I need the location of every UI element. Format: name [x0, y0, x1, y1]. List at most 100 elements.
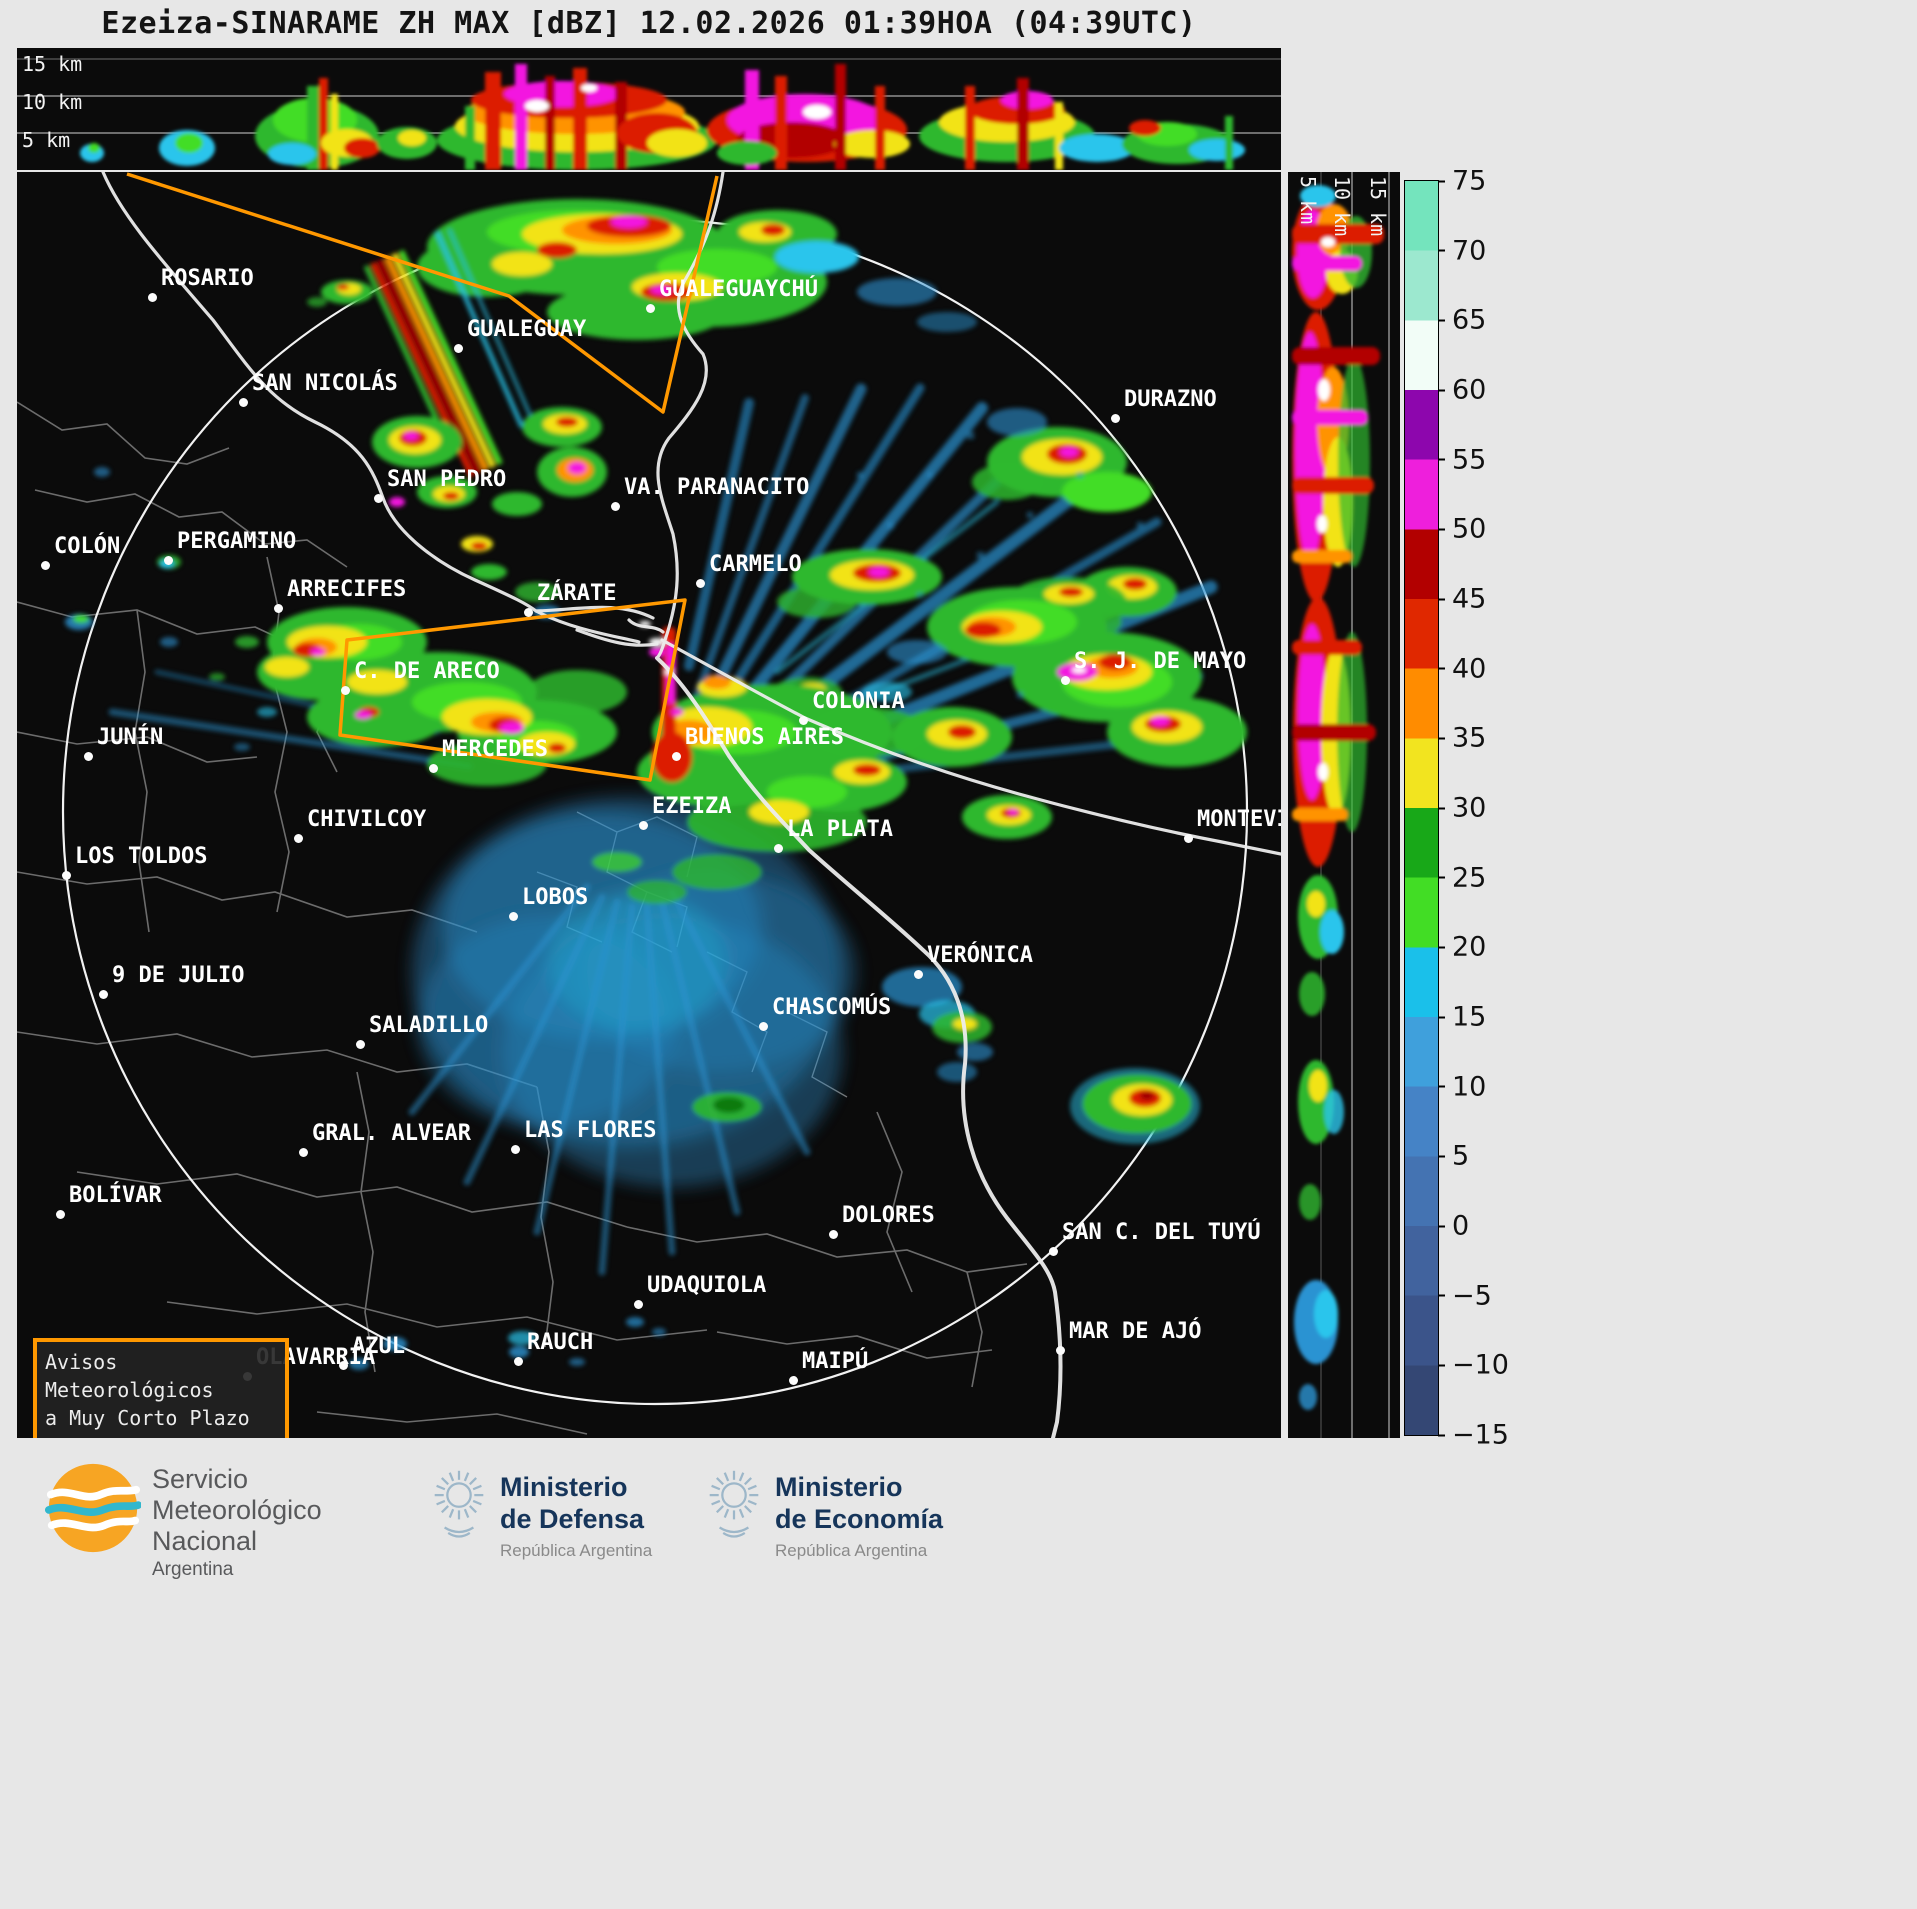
city-label: MERCEDES: [442, 737, 548, 762]
tick-label: 60: [1452, 374, 1487, 406]
city-label: ARRECIFES: [287, 577, 407, 602]
economia-sun-icon: [698, 1462, 770, 1553]
tick-mark: [1438, 946, 1445, 949]
city-dot: [511, 1145, 520, 1154]
top-cross-section-canvas: [17, 58, 1281, 170]
right-axis-15km: 15 km: [1366, 176, 1390, 237]
city-dot: [294, 834, 303, 843]
smn-line2: Meteorológico: [152, 1494, 322, 1525]
city-label: GUALEGUAY: [467, 317, 587, 342]
tick-mark: [1438, 1434, 1445, 1436]
city-dot: [41, 561, 50, 570]
city-dot: [1184, 834, 1193, 843]
city-label: JUNÍN: [97, 725, 164, 750]
radar-map-panel: ROSARIO GUALEGUAYCHÚ GUALEGUAY SAN NICOL…: [17, 172, 1281, 1438]
tick-mark: [1438, 528, 1445, 531]
city-label: CHIVILCOY: [307, 807, 427, 832]
city-label: LAS FLORES: [524, 1118, 657, 1143]
city-label: PERGAMINO: [177, 529, 297, 554]
city-dot: [454, 344, 463, 353]
tick-label: −10: [1452, 1349, 1509, 1381]
city-label: MONTEVIDEO: [1197, 807, 1281, 832]
colorbar-tick: 50: [1438, 514, 1486, 545]
right-axis-5km: 5 km: [1296, 176, 1320, 225]
smn-logo-icon: [45, 1460, 142, 1561]
city-dot: [374, 494, 383, 503]
city-dot: [634, 1300, 643, 1309]
top-echo-layer: [80, 64, 1245, 170]
city-label: LOBOS: [522, 885, 589, 910]
smn-country: Argentina: [152, 1559, 234, 1581]
city-dot: [56, 1210, 65, 1219]
tick-label: 35: [1452, 722, 1487, 754]
radar-map-canvas: [17, 172, 1281, 1438]
tick-label: 50: [1452, 513, 1487, 545]
tick-label: −15: [1452, 1419, 1509, 1451]
city-label: 9 DE JULIO: [112, 963, 245, 988]
dbz-colorbar: 75 70 65 60 55 50 45 40: [1404, 166, 1509, 1451]
colorbar-tick: 70: [1438, 235, 1486, 266]
tick-label: 45: [1452, 583, 1487, 615]
warning-legend-box: Avisos Meteorológicos a Muy Corto Plazo: [33, 1338, 289, 1438]
city-dot: [339, 1361, 348, 1370]
tick-mark: [1438, 1085, 1445, 1088]
city-dot: [789, 1376, 798, 1385]
colorbar-tick: 55: [1438, 444, 1486, 475]
colorbar-tick: 0: [1438, 1211, 1469, 1242]
city-dot: [341, 686, 350, 695]
city-dot: [356, 1040, 365, 1049]
city-label: COLÓN: [54, 534, 121, 559]
tick-label: 0: [1452, 1210, 1470, 1242]
colorbar-tick: 20: [1438, 932, 1486, 963]
city-label: EZEIZA: [652, 794, 732, 819]
smn-wordmark: Servicio Meteorológico Nacional Argentin…: [152, 1464, 322, 1581]
city-label: ROSARIO: [161, 266, 254, 291]
tick-mark: [1438, 180, 1445, 182]
city-label: SAN PEDRO: [387, 467, 507, 492]
tick-label: 65: [1452, 304, 1487, 336]
city-dot: [509, 912, 518, 921]
city-label: GUALEGUAYCHÚ: [659, 277, 818, 302]
product-title: Ezeiza-SINARAME ZH MAX [dBZ] 12.02.2026 …: [101, 6, 1197, 41]
city-dot: [799, 716, 808, 725]
tick-mark: [1438, 1364, 1445, 1367]
city-dot: [1111, 414, 1120, 423]
tick-mark: [1438, 807, 1445, 809]
defensa-line2: de Defensa: [500, 1503, 645, 1534]
city-label: BOLÍVAR: [69, 1183, 162, 1208]
city-label: DOLORES: [842, 1203, 935, 1228]
tick-mark: [1438, 1294, 1445, 1297]
city-dot: [148, 293, 157, 302]
top-axis-15km: 15 km: [22, 52, 83, 76]
tick-label: 30: [1452, 792, 1487, 824]
city-label: COLONIA: [812, 689, 905, 714]
tick-mark: [1438, 598, 1445, 600]
city-dot: [84, 752, 93, 761]
tick-mark: [1438, 1155, 1445, 1158]
colorbar-tick: 60: [1438, 375, 1486, 406]
city-dot: [274, 604, 283, 613]
top-cross-section-panel: 15 km 10 km 5 km: [17, 48, 1281, 170]
colorbar-tick: 10: [1438, 1071, 1486, 1102]
city-dot: [514, 1357, 523, 1366]
tick-mark: [1438, 876, 1445, 879]
defensa-wordmark: Ministerio de Defensa República Argentin…: [500, 1472, 652, 1561]
city-label: ZÁRATE: [537, 581, 617, 606]
colorbar-tick: −10: [1438, 1350, 1509, 1381]
tick-label: 70: [1452, 235, 1487, 267]
colorbar-tick: 5: [1438, 1141, 1469, 1172]
colorbar-tick: −15: [1438, 1420, 1509, 1451]
top-axis-5km: 5 km: [22, 128, 71, 152]
colorbar-tick: 65: [1438, 305, 1486, 336]
tick-mark: [1438, 737, 1445, 740]
tick-label: 5: [1452, 1140, 1470, 1172]
smn-line1: Servicio: [152, 1464, 249, 1494]
smn-line3: Nacional: [152, 1525, 258, 1556]
tick-label: −5: [1452, 1280, 1492, 1312]
city-dot: [639, 821, 648, 830]
city-dot: [914, 970, 923, 979]
warning-legend-line2: a Muy Corto Plazo: [45, 1406, 250, 1430]
city-dot: [429, 764, 438, 773]
city-dot: [829, 1230, 838, 1239]
warning-polygons: [126, 172, 719, 782]
